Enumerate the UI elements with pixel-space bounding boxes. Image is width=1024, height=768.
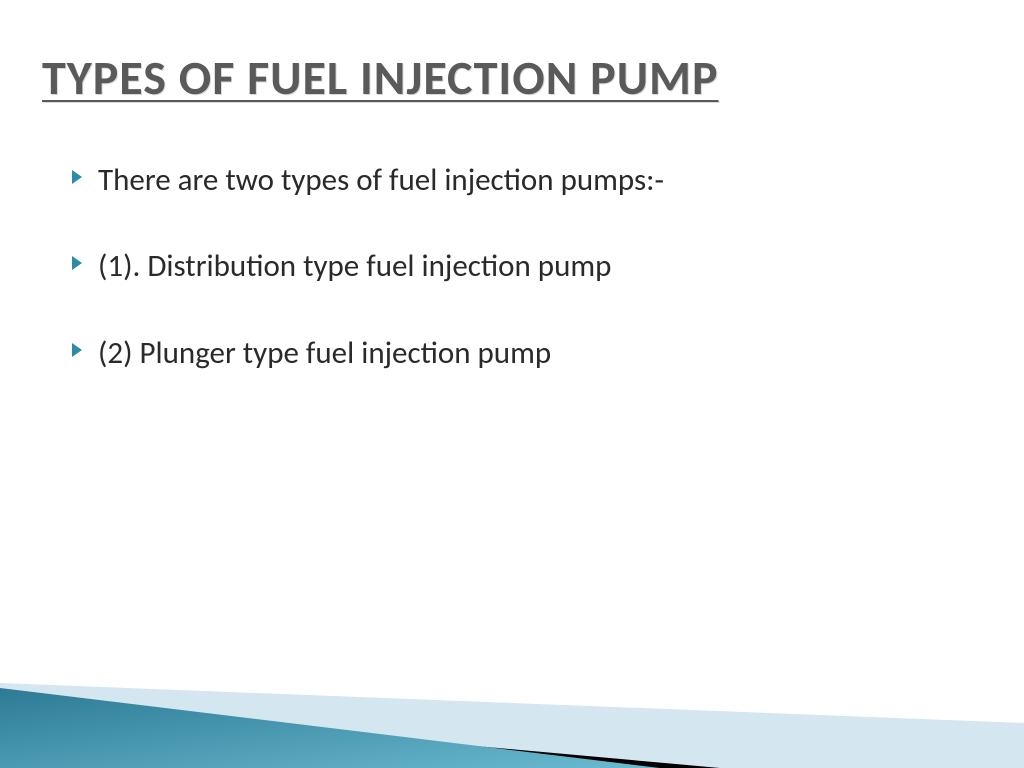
list-item: (1). Distribution type fuel injection pu… bbox=[72, 246, 964, 286]
slide-container: TYPES OF FUEL INJECTION PUMP There are t… bbox=[0, 0, 1024, 768]
bullet-list: There are two types of fuel injection pu… bbox=[72, 160, 964, 419]
bullet-text: (1). Distribution type fuel injection pu… bbox=[98, 246, 611, 286]
bullet-text: There are two types of fuel injection pu… bbox=[98, 160, 664, 200]
bullet-text: (2) Plunger type fuel injection pump bbox=[98, 333, 551, 373]
list-item: (2) Plunger type fuel injection pump bbox=[72, 333, 964, 373]
triangle-bullet-icon bbox=[72, 170, 84, 189]
triangle-bullet-icon bbox=[72, 256, 84, 275]
list-item: There are two types of fuel injection pu… bbox=[72, 160, 964, 200]
corner-decoration bbox=[0, 588, 1024, 768]
slide-title: TYPES OF FUEL INJECTION PUMP bbox=[42, 48, 719, 107]
triangle-bullet-icon bbox=[72, 343, 84, 362]
